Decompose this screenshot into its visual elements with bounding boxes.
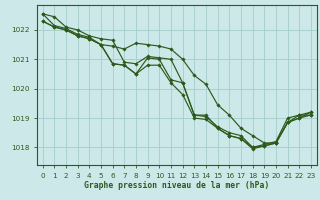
X-axis label: Graphe pression niveau de la mer (hPa): Graphe pression niveau de la mer (hPa) — [84, 181, 269, 190]
